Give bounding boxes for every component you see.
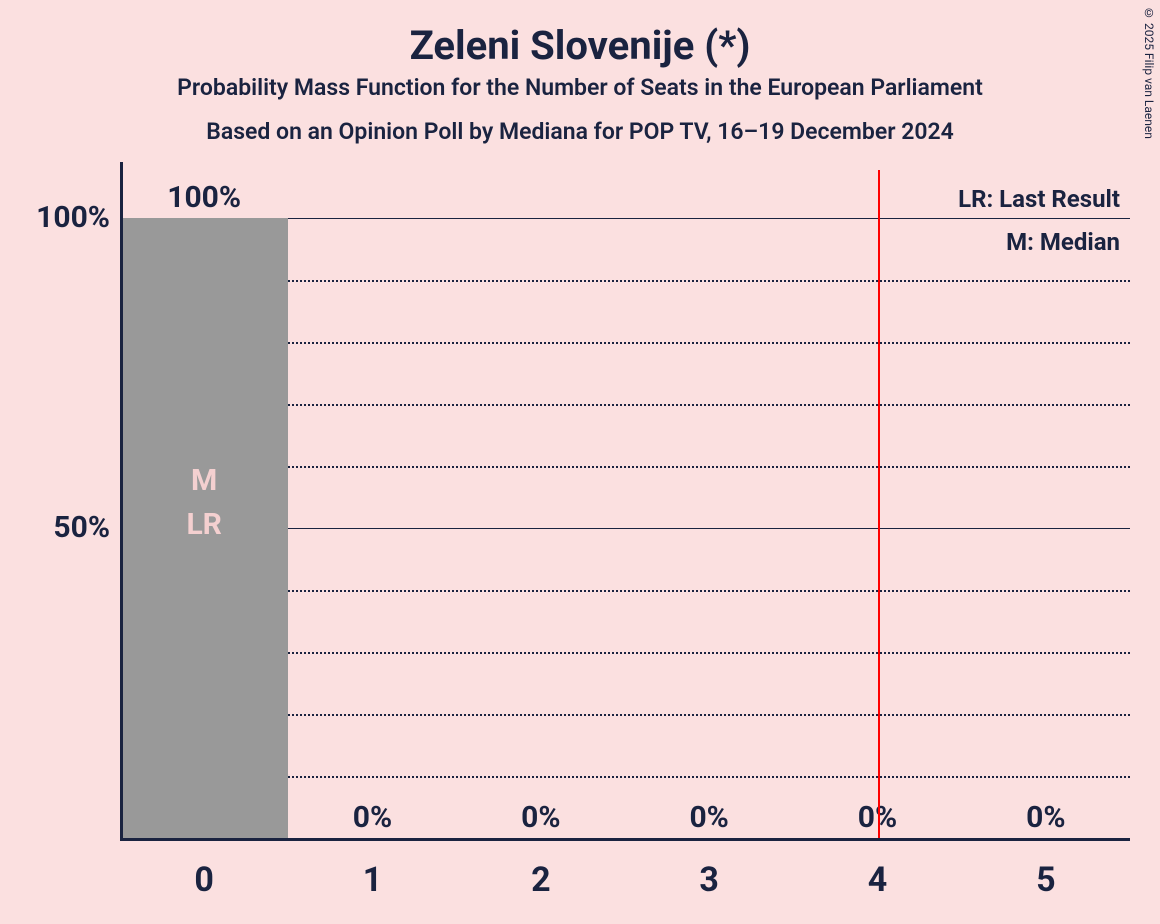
x-tick-label: 5 (962, 860, 1130, 900)
x-tick-label: 4 (793, 860, 961, 900)
x-tick-label: 3 (625, 860, 793, 900)
bar-value-label: 0% (625, 800, 793, 835)
copyright-text: © 2025 Filip van Laenen (1142, 6, 1156, 139)
x-tick-label: 0 (120, 860, 288, 900)
chart-subtitle-1: Probability Mass Function for the Number… (0, 74, 1160, 101)
chart-title: Zeleni Slovenije (*) (0, 22, 1160, 69)
bar-value-label: 0% (962, 800, 1130, 835)
bar-value-label: 0% (288, 800, 456, 835)
y-axis (120, 162, 123, 838)
bar-inner-label: LR (120, 507, 288, 542)
ci-line (878, 170, 880, 838)
x-tick-label: 2 (457, 860, 625, 900)
y-tick-label: 100% (5, 200, 110, 235)
y-tick-label: 50% (5, 510, 110, 545)
bar-inner-label: M (120, 463, 288, 498)
legend-label: LR: Last Result (120, 185, 1120, 213)
bar-value-label: 0% (457, 800, 625, 835)
x-axis (120, 838, 1130, 841)
legend-label: M: Median (120, 228, 1120, 256)
chart-subtitle-2: Based on an Opinion Poll by Mediana for … (0, 118, 1160, 145)
x-tick-label: 1 (288, 860, 456, 900)
